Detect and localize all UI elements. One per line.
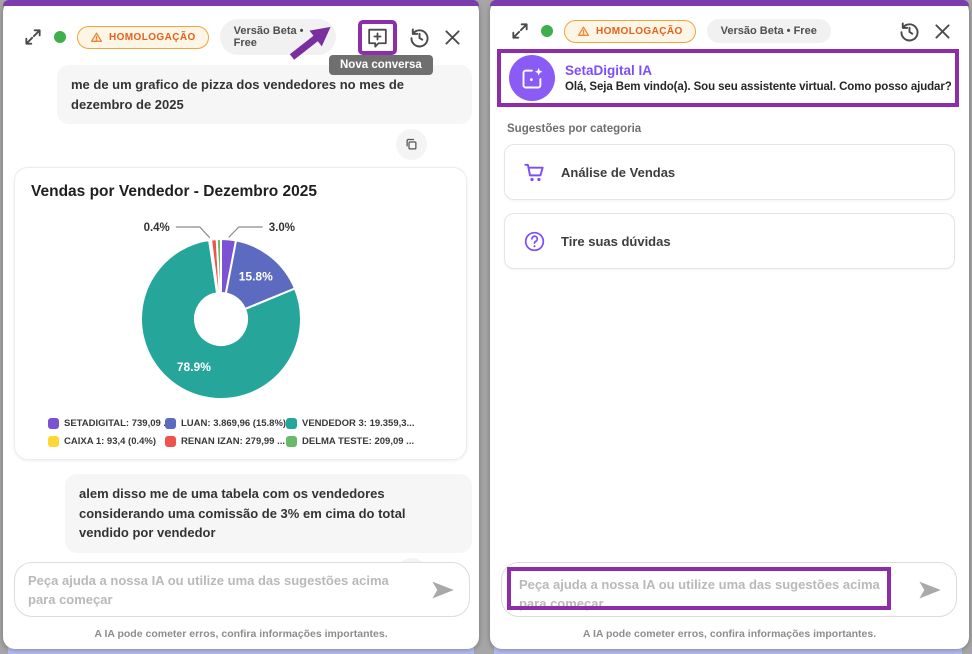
page-bottom-strip [8, 647, 474, 654]
warning-icon [90, 31, 103, 44]
suggestions-label: Sugestões por categoria [507, 123, 642, 135]
legend-item[interactable]: SETADIGITAL: 739,09 ... [48, 418, 171, 429]
legend-swatch [165, 418, 176, 429]
chart-title: Vendas por Vendedor - Dezembro 2025 [31, 183, 317, 200]
annotation-box-new-conversation [358, 19, 397, 55]
pie-callout-label: 3.0% [269, 222, 295, 234]
ai-disclaimer: A IA pode cometer erros, confira informa… [94, 628, 388, 640]
panel-top-accent [490, 0, 969, 6]
history-button[interactable] [898, 20, 921, 43]
legend-item[interactable]: RENAN IZAN: 279,99 ... [165, 436, 286, 447]
pie-slice-delma-teste[interactable] [215, 238, 222, 295]
suggestion-label: Análise de Vendas [561, 164, 676, 180]
user-message: alem disso me de uma tabela com os vende… [65, 474, 472, 553]
pie-callout-line [228, 226, 263, 238]
legend-label: LUAN: 3.869,96 (15.8%) [181, 418, 287, 429]
legend-label: DELMA TESTE: 209,09 ... [302, 436, 415, 447]
pie-callout-label: 0.4% [144, 222, 170, 234]
online-status-dot [54, 31, 66, 43]
page-bottom-strip [494, 647, 962, 654]
expand-icon [510, 21, 530, 41]
send-icon [916, 576, 943, 603]
homologacao-label: HOMOLOGAÇÃO [109, 31, 196, 43]
pie-inner-label: 15.8% [239, 269, 273, 283]
suggestion-card-questions[interactable]: Tire suas dúvidas [504, 213, 955, 269]
new-conversation-icon [365, 25, 390, 50]
suggestion-card-sales-analysis[interactable]: Análise de Vendas [504, 144, 955, 200]
pie-callout-line [175, 226, 211, 239]
close-icon [932, 21, 953, 42]
legend-label: CAIXA 1: 93,4 (0.4%) [64, 436, 157, 447]
suggestion-label: Tire suas dúvidas [561, 233, 671, 249]
legend-swatch [48, 418, 59, 429]
panel-header: HOMOLOGAÇÃO Versão Beta • Free [490, 6, 969, 49]
legend-item[interactable]: LUAN: 3.869,96 (15.8%) [165, 418, 286, 429]
panel-header: HOMOLOGAÇÃO Versão Beta • Free [3, 6, 479, 61]
new-conversation-button[interactable] [365, 25, 390, 50]
homologacao-label: HOMOLOGAÇÃO [596, 25, 683, 37]
assistant-name: SetaDigital IA [565, 63, 653, 78]
assistant-avatar [509, 55, 555, 101]
new-conversation-tooltip: Nova conversa [329, 55, 433, 75]
homologacao-badge: HOMOLOGAÇÃO [77, 25, 209, 49]
ai-disclaimer: A IA pode cometer erros, confira informa… [582, 628, 877, 640]
history-icon [898, 20, 921, 43]
chart-legend: SETADIGITAL: 739,09 ... LUAN: 3.869,96 (1… [31, 418, 450, 447]
magic-edit-icon [519, 65, 546, 92]
chat-panel-left: HOMOLOGAÇÃO Versão Beta • Free [3, 0, 479, 649]
chat-panel-right: HOMOLOGAÇÃO Versão Beta • Free [490, 0, 969, 649]
expand-icon [23, 27, 43, 47]
legend-item[interactable]: VENDEDOR 3: 19.359,3... [286, 418, 450, 429]
copy-icon [404, 137, 419, 152]
online-status-dot [541, 25, 553, 37]
close-icon [442, 27, 463, 48]
chat-input-placeholder: Peça ajuda a nossa IA ou utilize uma das… [519, 577, 880, 611]
homologacao-badge: HOMOLOGAÇÃO [564, 19, 696, 43]
close-button[interactable] [442, 27, 463, 48]
chat-input[interactable]: Peça ajuda a nossa IA ou utilize uma das… [14, 562, 470, 617]
legend-swatch [286, 418, 297, 429]
close-button[interactable] [932, 21, 953, 42]
chat-input-placeholder: Peça ajuda a nossa IA ou utilize uma das… [28, 573, 389, 607]
legend-swatch [165, 436, 176, 447]
legend-swatch [286, 436, 297, 447]
cart-icon [523, 161, 546, 184]
legend-swatch [48, 436, 59, 447]
expand-button[interactable] [510, 21, 530, 41]
send-icon [429, 576, 456, 603]
pie-chart: 3.0% 15.8% 78.9% 0.4% [140, 222, 302, 400]
send-button[interactable] [916, 576, 943, 603]
panel-top-accent [3, 0, 479, 6]
chart-card: Vendas por Vendedor - Dezembro 2025 3.0%… [14, 167, 467, 460]
chat-input[interactable]: Peça ajuda a nossa IA ou utilize uma das… [501, 562, 957, 617]
expand-button[interactable] [23, 27, 43, 47]
history-icon [408, 26, 431, 49]
help-icon [523, 230, 546, 253]
legend-label: SETADIGITAL: 739,09 ... [64, 418, 172, 429]
version-badge: Versão Beta • Free [706, 19, 831, 43]
warning-icon [577, 25, 590, 38]
pie-inner-label: 78.9% [177, 360, 211, 374]
legend-item[interactable]: DELMA TESTE: 209,09 ... [286, 436, 450, 447]
welcome-message: Olá, Seja Bem vindo(a). Sou seu assisten… [565, 81, 952, 93]
copy-button[interactable] [396, 129, 427, 160]
annotation-arrow [289, 26, 331, 60]
legend-label: RENAN IZAN: 279,99 ... [181, 436, 285, 447]
history-button[interactable] [408, 26, 431, 49]
legend-item[interactable]: CAIXA 1: 93,4 (0.4%) [48, 436, 165, 447]
legend-label: VENDEDOR 3: 19.359,3... [302, 418, 415, 429]
annotation-box-welcome: SetaDigital IA Olá, Seja Bem vindo(a). S… [497, 49, 959, 107]
version-badge: Versão Beta • Free [219, 19, 336, 55]
pie-slice-vendedor-3[interactable] [140, 238, 302, 400]
send-button[interactable] [429, 576, 456, 603]
